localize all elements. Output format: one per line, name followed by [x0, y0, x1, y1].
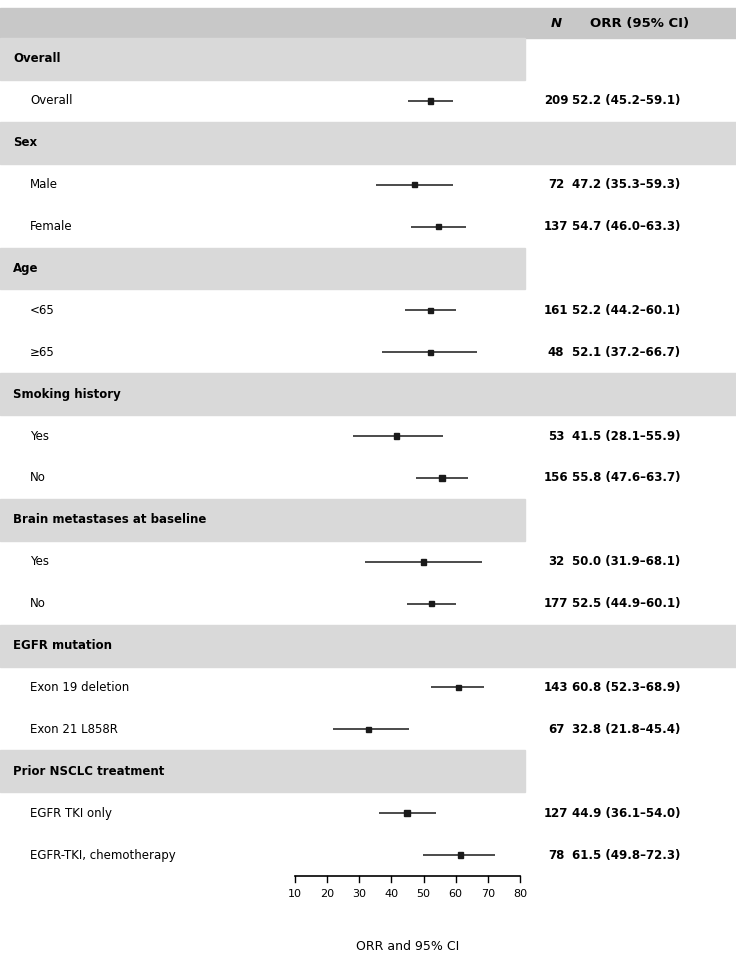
Text: 20: 20: [320, 889, 334, 899]
Bar: [458, 852, 463, 858]
Bar: [421, 559, 426, 565]
Text: Exon 21 L858R: Exon 21 L858R: [30, 723, 118, 736]
Text: 53: 53: [548, 430, 565, 442]
Bar: [436, 224, 442, 229]
Text: 61.5 (49.8–72.3): 61.5 (49.8–72.3): [572, 848, 680, 862]
Bar: [456, 684, 461, 690]
Text: 70: 70: [481, 889, 495, 899]
Text: 50.0 (31.9–68.1): 50.0 (31.9–68.1): [572, 555, 680, 568]
Text: Smoking history: Smoking history: [13, 388, 121, 401]
Text: 52.1 (37.2–66.7): 52.1 (37.2–66.7): [572, 346, 680, 359]
Bar: [0, 38, 525, 80]
Text: 143: 143: [544, 681, 568, 694]
Bar: [439, 475, 445, 481]
Text: 54.7 (46.0–63.3): 54.7 (46.0–63.3): [572, 220, 680, 233]
Bar: [404, 811, 410, 816]
Text: EGFR-TKI, chemotherapy: EGFR-TKI, chemotherapy: [30, 848, 176, 862]
Text: 72: 72: [548, 178, 564, 191]
Bar: [0, 121, 736, 164]
Text: 161: 161: [544, 304, 568, 317]
Text: 156: 156: [544, 471, 568, 485]
Bar: [0, 499, 525, 541]
Text: 44.9 (36.1–54.0): 44.9 (36.1–54.0): [572, 807, 681, 819]
Text: Yes: Yes: [30, 430, 49, 442]
Bar: [394, 433, 399, 439]
Text: Prior NSCLC treatment: Prior NSCLC treatment: [13, 764, 164, 778]
Text: 52.2 (45.2–59.1): 52.2 (45.2–59.1): [572, 94, 680, 107]
Text: Male: Male: [30, 178, 58, 191]
Bar: [428, 98, 434, 103]
Bar: [0, 373, 736, 415]
Text: 10: 10: [288, 889, 302, 899]
Text: 60.8 (52.3–68.9): 60.8 (52.3–68.9): [572, 681, 681, 694]
Text: Age: Age: [13, 262, 38, 275]
Bar: [0, 750, 525, 792]
Text: 177: 177: [544, 597, 568, 610]
Text: ORR (95% CI): ORR (95% CI): [590, 16, 690, 30]
Bar: [412, 182, 417, 187]
Text: 52.5 (44.9–60.1): 52.5 (44.9–60.1): [572, 597, 681, 610]
Text: Sex: Sex: [13, 136, 37, 149]
Text: Yes: Yes: [30, 555, 49, 568]
Text: Female: Female: [30, 220, 73, 233]
Text: EGFR mutation: EGFR mutation: [13, 639, 112, 652]
Text: ≥65: ≥65: [30, 346, 54, 359]
Bar: [0, 248, 525, 289]
Text: 137: 137: [544, 220, 568, 233]
Text: Brain metastases at baseline: Brain metastases at baseline: [13, 514, 206, 526]
Text: 48: 48: [548, 346, 565, 359]
Text: 41.5 (28.1–55.9): 41.5 (28.1–55.9): [572, 430, 681, 442]
Bar: [428, 350, 433, 355]
Text: Exon 19 deletion: Exon 19 deletion: [30, 681, 130, 694]
Bar: [0, 625, 736, 666]
Text: 30: 30: [353, 889, 367, 899]
Text: 80: 80: [513, 889, 527, 899]
Text: 127: 127: [544, 807, 568, 819]
Text: No: No: [30, 597, 46, 610]
Text: 47.2 (35.3–59.3): 47.2 (35.3–59.3): [572, 178, 680, 191]
Text: ORR and 95% CI: ORR and 95% CI: [356, 940, 459, 952]
Text: Overall: Overall: [13, 52, 60, 66]
Text: 55.8 (47.6–63.7): 55.8 (47.6–63.7): [572, 471, 681, 485]
Text: N: N: [551, 16, 562, 30]
Text: 32: 32: [548, 555, 564, 568]
Text: 52.2 (44.2–60.1): 52.2 (44.2–60.1): [572, 304, 680, 317]
Text: 50: 50: [417, 889, 431, 899]
Text: 60: 60: [449, 889, 463, 899]
Bar: [366, 727, 371, 732]
Text: 209: 209: [544, 94, 568, 107]
Text: Overall: Overall: [30, 94, 73, 107]
Bar: [428, 308, 434, 313]
Text: 32.8 (21.8–45.4): 32.8 (21.8–45.4): [572, 723, 680, 736]
Text: <65: <65: [30, 304, 54, 317]
Bar: [429, 601, 434, 606]
Text: 40: 40: [384, 889, 398, 899]
Text: 78: 78: [548, 848, 565, 862]
Text: EGFR TKI only: EGFR TKI only: [30, 807, 112, 819]
Text: No: No: [30, 471, 46, 485]
Text: 67: 67: [548, 723, 565, 736]
Bar: [0, 8, 736, 38]
